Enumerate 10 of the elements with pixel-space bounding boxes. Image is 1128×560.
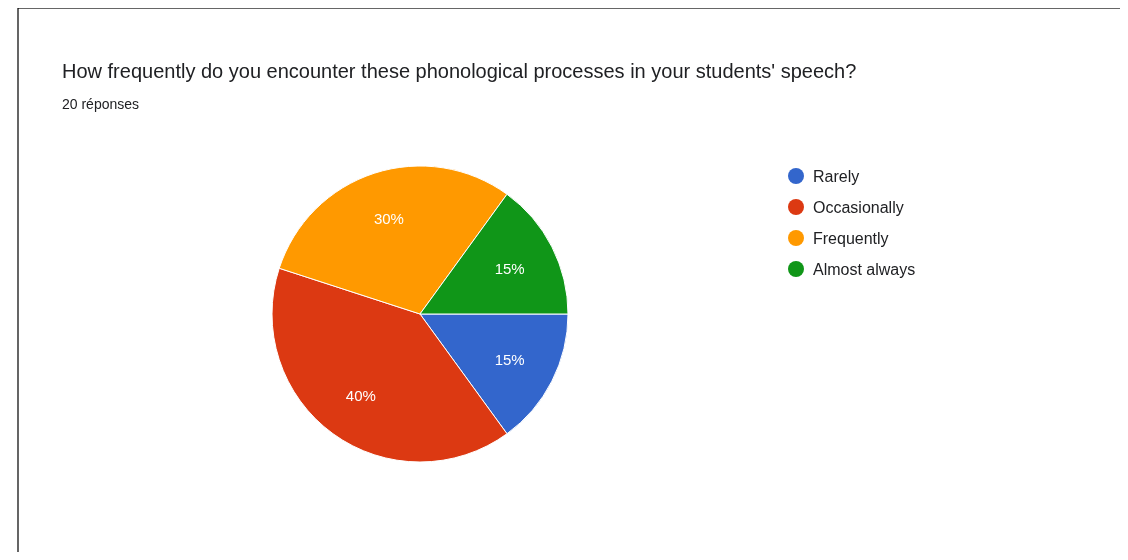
data-label: 30% (373, 209, 404, 227)
legend-label: Rarely (813, 167, 860, 185)
legend-label: Almost always (813, 260, 916, 278)
data-label: 40% (345, 386, 376, 404)
legend-label: Occasionally (813, 198, 904, 216)
data-label: 15% (494, 350, 525, 368)
chart-title: How frequently do you encounter these phonological processes in your students' speech? (62, 60, 857, 82)
data-label: 15% (494, 259, 525, 277)
legend-label: Frequently (813, 229, 889, 247)
text: 20 réponses (62, 96, 140, 112)
